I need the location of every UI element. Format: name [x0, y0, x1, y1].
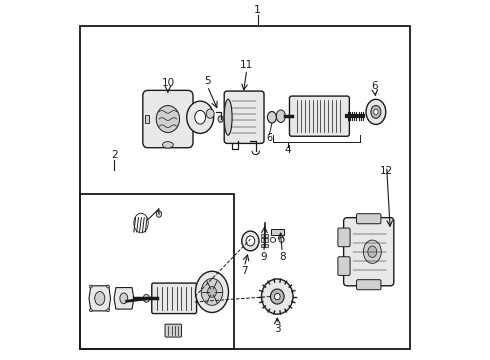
- Text: 6: 6: [267, 133, 272, 143]
- Bar: [187, 115, 191, 123]
- FancyBboxPatch shape: [338, 228, 350, 247]
- Ellipse shape: [120, 293, 128, 304]
- FancyBboxPatch shape: [224, 91, 264, 143]
- Bar: [262, 244, 268, 247]
- FancyBboxPatch shape: [290, 96, 349, 136]
- FancyBboxPatch shape: [143, 90, 193, 148]
- Text: 8: 8: [279, 252, 286, 262]
- FancyBboxPatch shape: [357, 214, 381, 224]
- Ellipse shape: [270, 289, 284, 304]
- Bar: [145, 115, 149, 123]
- Ellipse shape: [163, 141, 173, 148]
- Polygon shape: [114, 288, 134, 309]
- Ellipse shape: [156, 211, 162, 217]
- Text: 11: 11: [240, 60, 253, 70]
- Ellipse shape: [196, 271, 228, 312]
- Bar: [262, 238, 268, 242]
- Text: 3: 3: [274, 324, 281, 334]
- Text: 1: 1: [254, 5, 261, 15]
- Ellipse shape: [368, 246, 377, 257]
- Text: 7: 7: [241, 266, 247, 276]
- Ellipse shape: [95, 292, 105, 305]
- Ellipse shape: [374, 109, 378, 114]
- Ellipse shape: [364, 240, 381, 264]
- Text: 12: 12: [380, 166, 393, 176]
- Bar: [271, 229, 284, 235]
- Ellipse shape: [107, 309, 109, 312]
- Text: 5: 5: [204, 76, 211, 86]
- Text: 6: 6: [371, 81, 378, 91]
- Ellipse shape: [206, 109, 214, 118]
- Ellipse shape: [268, 112, 276, 123]
- Ellipse shape: [195, 111, 205, 124]
- Bar: [80, 194, 234, 348]
- Ellipse shape: [366, 99, 386, 125]
- Ellipse shape: [89, 285, 92, 288]
- FancyBboxPatch shape: [165, 324, 181, 337]
- FancyBboxPatch shape: [338, 257, 350, 275]
- Ellipse shape: [246, 236, 255, 246]
- Ellipse shape: [262, 279, 293, 314]
- Ellipse shape: [274, 293, 280, 300]
- FancyBboxPatch shape: [152, 283, 196, 314]
- Ellipse shape: [218, 116, 223, 122]
- Ellipse shape: [107, 285, 109, 288]
- Ellipse shape: [187, 101, 214, 134]
- Ellipse shape: [242, 231, 259, 251]
- Bar: [262, 234, 268, 237]
- Ellipse shape: [224, 99, 232, 135]
- Ellipse shape: [276, 110, 285, 122]
- Ellipse shape: [208, 287, 217, 297]
- FancyBboxPatch shape: [357, 280, 381, 290]
- Text: 2: 2: [111, 150, 118, 160]
- Text: 4: 4: [285, 144, 292, 154]
- Ellipse shape: [143, 294, 149, 302]
- FancyBboxPatch shape: [343, 218, 394, 286]
- Ellipse shape: [156, 105, 179, 132]
- Text: 9: 9: [261, 252, 268, 262]
- Ellipse shape: [89, 309, 92, 312]
- Ellipse shape: [201, 278, 223, 305]
- Polygon shape: [89, 286, 111, 311]
- Text: 10: 10: [161, 78, 174, 88]
- Ellipse shape: [371, 105, 381, 118]
